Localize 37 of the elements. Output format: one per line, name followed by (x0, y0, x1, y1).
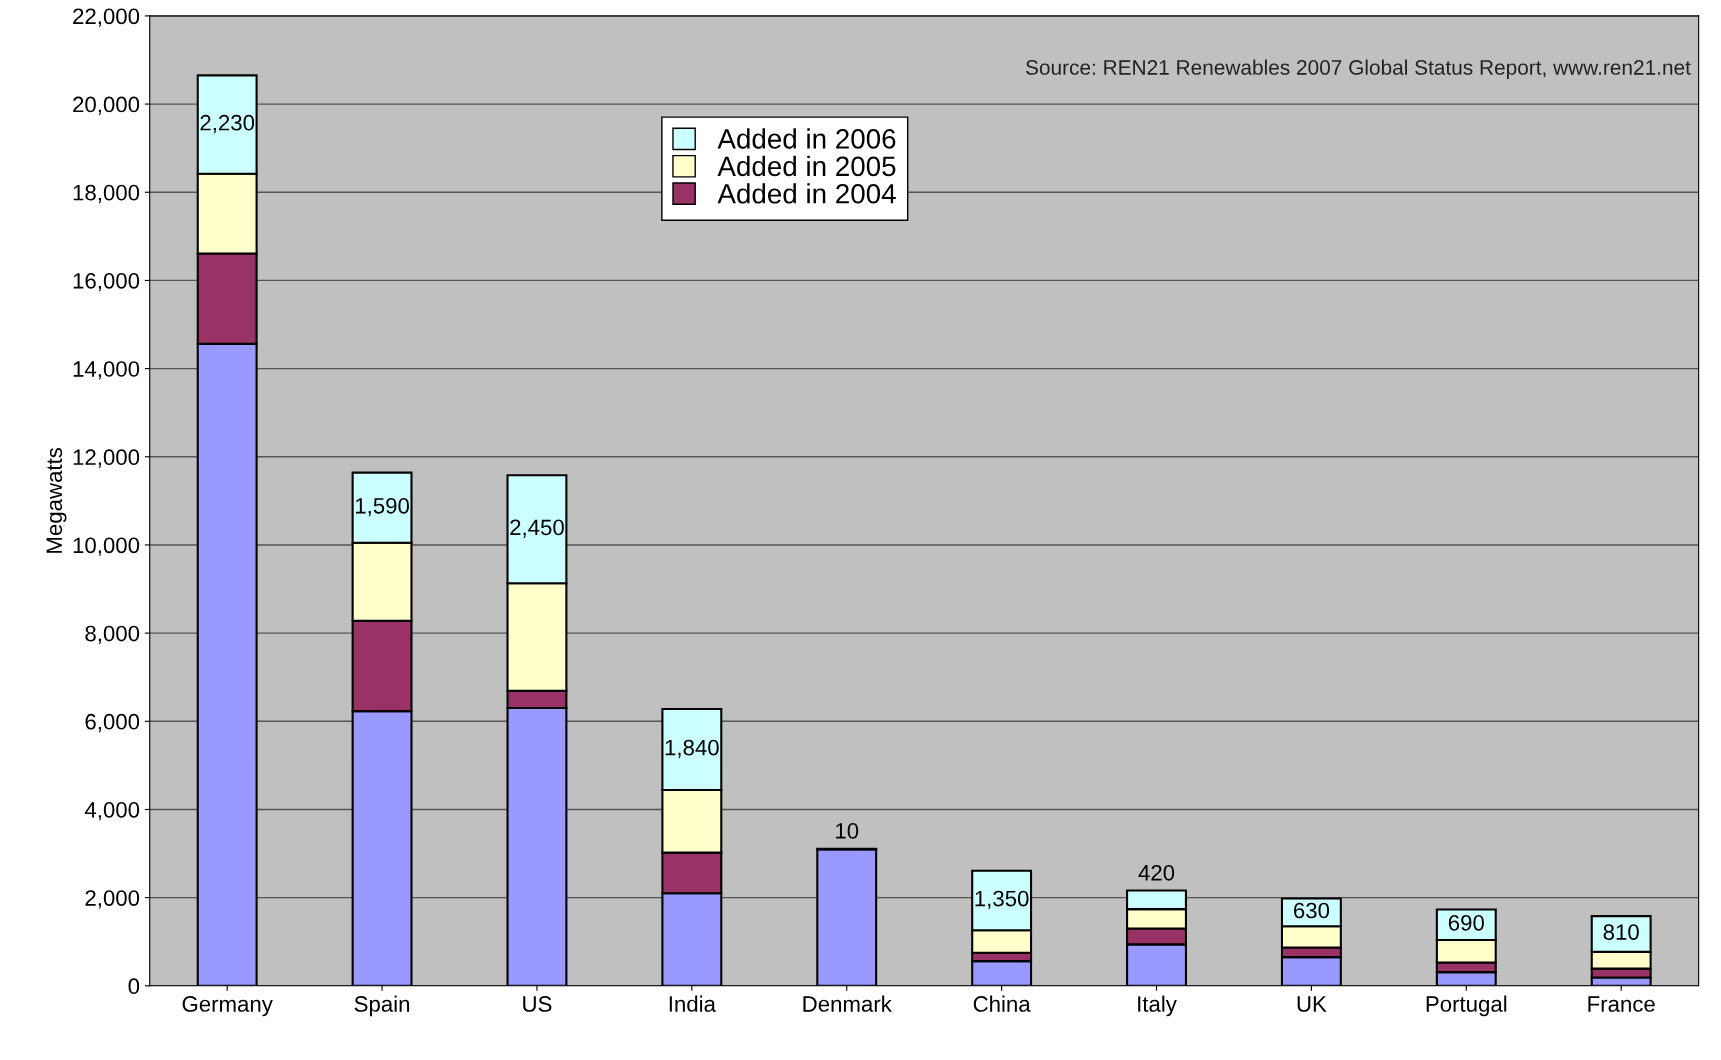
data-label: 690 (1448, 914, 1484, 931)
y-tick-label: 2,000 (85, 890, 140, 909)
x-tick-label: Denmark (803, 995, 892, 1012)
data-label: 1,840 (665, 739, 719, 759)
y-axis-title: Megawatts (46, 447, 67, 553)
legend-label: Added in 2006 (717, 128, 896, 149)
x-tick-label: Portugal (1426, 995, 1507, 1017)
y-tick-label: 10,000 (73, 537, 140, 556)
x-tick-label: France (1588, 996, 1655, 1012)
x-tick-label: US (523, 996, 552, 1012)
data-label: 630 (1293, 902, 1330, 919)
y-tick-label: 22,000 (73, 8, 140, 27)
legend-label: Added in 2004 (717, 183, 896, 204)
x-tick-label: China (973, 995, 1031, 1012)
x-tick-label: Italy (1138, 995, 1177, 1017)
data-label: 2,230 (200, 114, 255, 134)
y-tick-label: 18,000 (73, 184, 140, 204)
y-tick-label: 20,000 (73, 96, 140, 115)
x-tick-label: Spain (354, 995, 410, 1017)
y-tick-label: 6,000 (85, 713, 140, 733)
y-tick-label: 16,000 (73, 272, 140, 292)
data-label: 2,450 (510, 519, 564, 538)
annotation: Source: REN21 Renewables 2007 Global Status Report, www.ren21.net (1025, 59, 1691, 79)
x-tick-label: India (669, 995, 716, 1012)
y-tick-label: 8,000 (85, 625, 140, 644)
x-tick-label: Germany (182, 996, 273, 1017)
y-tick-label: 12,000 (73, 449, 140, 468)
legend-label: Added in 2005 (717, 155, 896, 177)
data-label: 810 (1603, 924, 1639, 940)
data-label: 1,350 (975, 890, 1029, 910)
data-label: 1,590 (355, 497, 409, 517)
y-tick-label: 0 (128, 978, 140, 995)
x-tick-label: UK (1297, 996, 1327, 1012)
y-tick-label: 4,000 (84, 801, 140, 821)
y-tick-label: 14,000 (73, 361, 140, 380)
data-label: 10 (836, 823, 859, 839)
data-label: 420 (1138, 864, 1175, 881)
